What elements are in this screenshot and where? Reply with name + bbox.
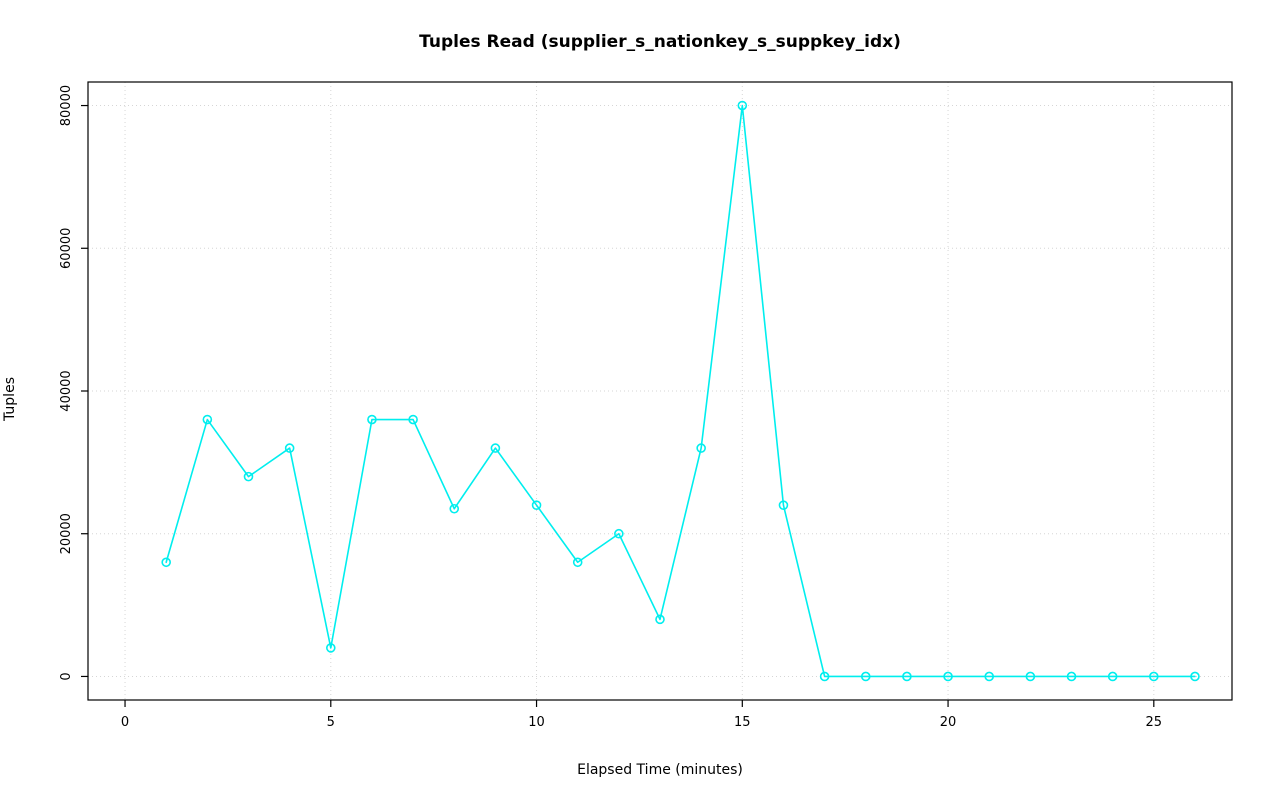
data-series-line: [165, 104, 1196, 678]
data-point: [819, 671, 830, 682]
y-tick-label: 20000: [59, 513, 74, 554]
data-point: [860, 671, 871, 682]
data-point: [1149, 671, 1159, 682]
x-tick-label: 15: [734, 715, 751, 730]
data-point: [202, 414, 213, 425]
data-point: [161, 557, 171, 568]
data-point: [449, 503, 460, 514]
data-point: [1066, 671, 1077, 682]
data-point: [408, 414, 418, 425]
x-axis-label: Elapsed Time (minutes): [577, 762, 743, 778]
data-point: [531, 500, 542, 510]
data-point: [902, 671, 912, 682]
y-tick-label: 40000: [59, 370, 74, 411]
data-point: [1190, 671, 1200, 682]
data-point: [943, 671, 953, 682]
data-point: [284, 443, 295, 453]
y-tick-label: 80000: [59, 85, 74, 126]
x-tick-label: 20: [940, 715, 957, 730]
y-tick-label: 60000: [59, 228, 74, 269]
data-point: [614, 528, 624, 539]
chart-title: Tuples Read (supplier_s_nationkey_s_supp…: [419, 32, 901, 52]
x-tick-label: 10: [528, 715, 545, 730]
data-point: [572, 557, 583, 568]
x-tick-label: 0: [121, 715, 129, 730]
y-tick-label: 0: [59, 672, 74, 680]
y-axis-label: Tuples: [2, 377, 18, 421]
data-point: [737, 100, 748, 111]
x-tick-label: 25: [1146, 715, 1163, 730]
data-point: [490, 443, 501, 453]
data-point: [325, 643, 336, 653]
data-point: [655, 614, 665, 625]
data-point: [778, 500, 789, 510]
data-point: [696, 443, 706, 453]
data-point: [243, 471, 254, 482]
x-tick-label: 5: [327, 715, 335, 730]
data-point: [367, 414, 377, 425]
data-point: [1107, 671, 1118, 682]
data-point: [984, 671, 995, 682]
data-point: [1025, 671, 1036, 682]
